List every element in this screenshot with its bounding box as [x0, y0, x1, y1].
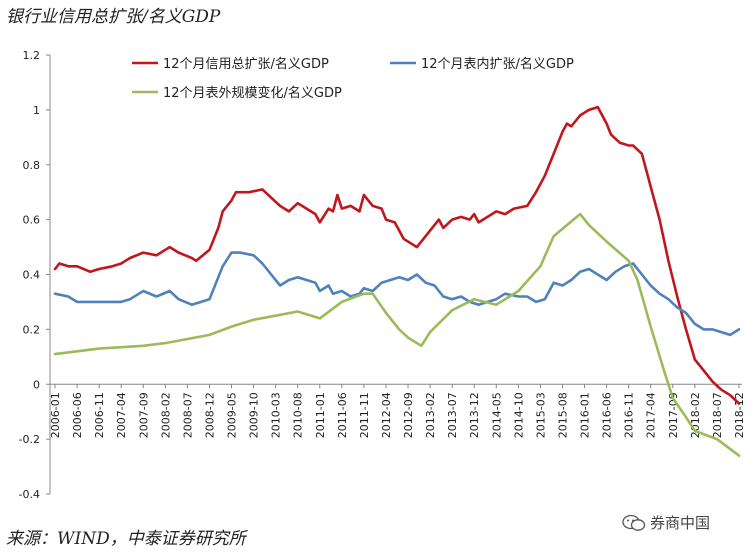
x-tick-label: 2014-10: [512, 392, 525, 438]
legend-label: 12个月表外规模变化/名义GDP: [163, 85, 342, 101]
legend: 12个月信用总扩张/名义GDP 12个月表内扩张/名义GDP 12个月表外规模变化/…: [132, 56, 574, 101]
y-tick-label: 0.8: [23, 159, 41, 172]
legend-label: 12个月信用总扩张/名义GDP: [163, 56, 329, 72]
x-tick-label: 2018-07: [711, 392, 724, 438]
y-tick-label: 0.2: [23, 323, 41, 336]
x-tick-label: 2011-11: [358, 392, 371, 438]
legend-label: 12个月表内扩张/名义GDP: [421, 56, 574, 72]
series-line-3: [53, 212, 741, 457]
chart-title: 银行业信用总扩张/名义GDP: [6, 7, 221, 27]
x-tick-label: 2012-09: [402, 392, 415, 438]
x-tick-label: 2016-06: [601, 392, 614, 438]
x-tick-label: 2009-10: [248, 392, 261, 438]
x-tick-label: 2016-11: [623, 392, 636, 438]
x-tick-label: 2011-01: [314, 392, 327, 438]
x-tick-label: 2006-06: [71, 392, 84, 438]
watermark-text: 券商中国: [650, 514, 711, 532]
x-tick-label: 2007-04: [115, 392, 128, 438]
x-tick-label: 2015-08: [556, 392, 569, 438]
y-tick-label: -0.4: [19, 488, 40, 501]
x-tick-label: 2009-05: [226, 392, 239, 438]
x-tick-label: 2006-01: [49, 392, 62, 438]
series-lines: [53, 105, 741, 457]
x-tick-label: 2011-06: [336, 392, 349, 438]
y-tick-label: 1: [33, 104, 40, 117]
x-tick-label: 2013-07: [446, 392, 459, 438]
x-tick-label: 2016-01: [579, 392, 592, 438]
x-tick-label: 2013-02: [424, 392, 437, 438]
series-line-1: [53, 105, 741, 405]
watermark: 券商中国: [622, 512, 710, 533]
x-tick-label: 2008-07: [181, 392, 194, 438]
y-tick-label: 1.2: [23, 49, 41, 62]
y-tick-label: -0.2: [19, 433, 40, 446]
x-tick-label: 2015-03: [534, 392, 547, 438]
y-axis: -0.4 -0.2 0 0.2 0.4 0.6 0.8 1 1.2: [19, 49, 51, 501]
x-tick-label: 2018-12: [733, 392, 746, 438]
x-tick-label: 2014-05: [490, 392, 503, 438]
x-tick-label: 2017-04: [645, 392, 658, 438]
source-note: 来源：WIND，中泰证券研究所: [6, 529, 246, 549]
wechat-icon: [622, 514, 646, 531]
x-axis: 2006-01 2006-06 2006-11 2007-04 2007-09 2008-…: [49, 383, 746, 438]
y-tick-label: 0: [33, 378, 40, 391]
x-tick-label: 2006-11: [93, 392, 106, 438]
x-tick-label: 2010-03: [270, 392, 283, 438]
x-tick-label: 2013-12: [468, 392, 481, 438]
y-tick-label: 0.4: [23, 269, 41, 282]
x-tick-label: 2008-12: [203, 392, 216, 438]
x-tick-label: 2008-02: [159, 392, 172, 438]
x-tick-label: 2010-08: [292, 392, 305, 438]
y-tick-label: 0.6: [23, 214, 41, 227]
x-tick-label: 2012-04: [380, 392, 393, 438]
line-chart: -0.4 -0.2 0 0.2 0.4 0.6 0.8 1 1.2 2006-01 2006-06…: [19, 49, 746, 501]
x-tick-label: 2007-09: [137, 392, 150, 438]
series-line-2: [53, 251, 741, 337]
